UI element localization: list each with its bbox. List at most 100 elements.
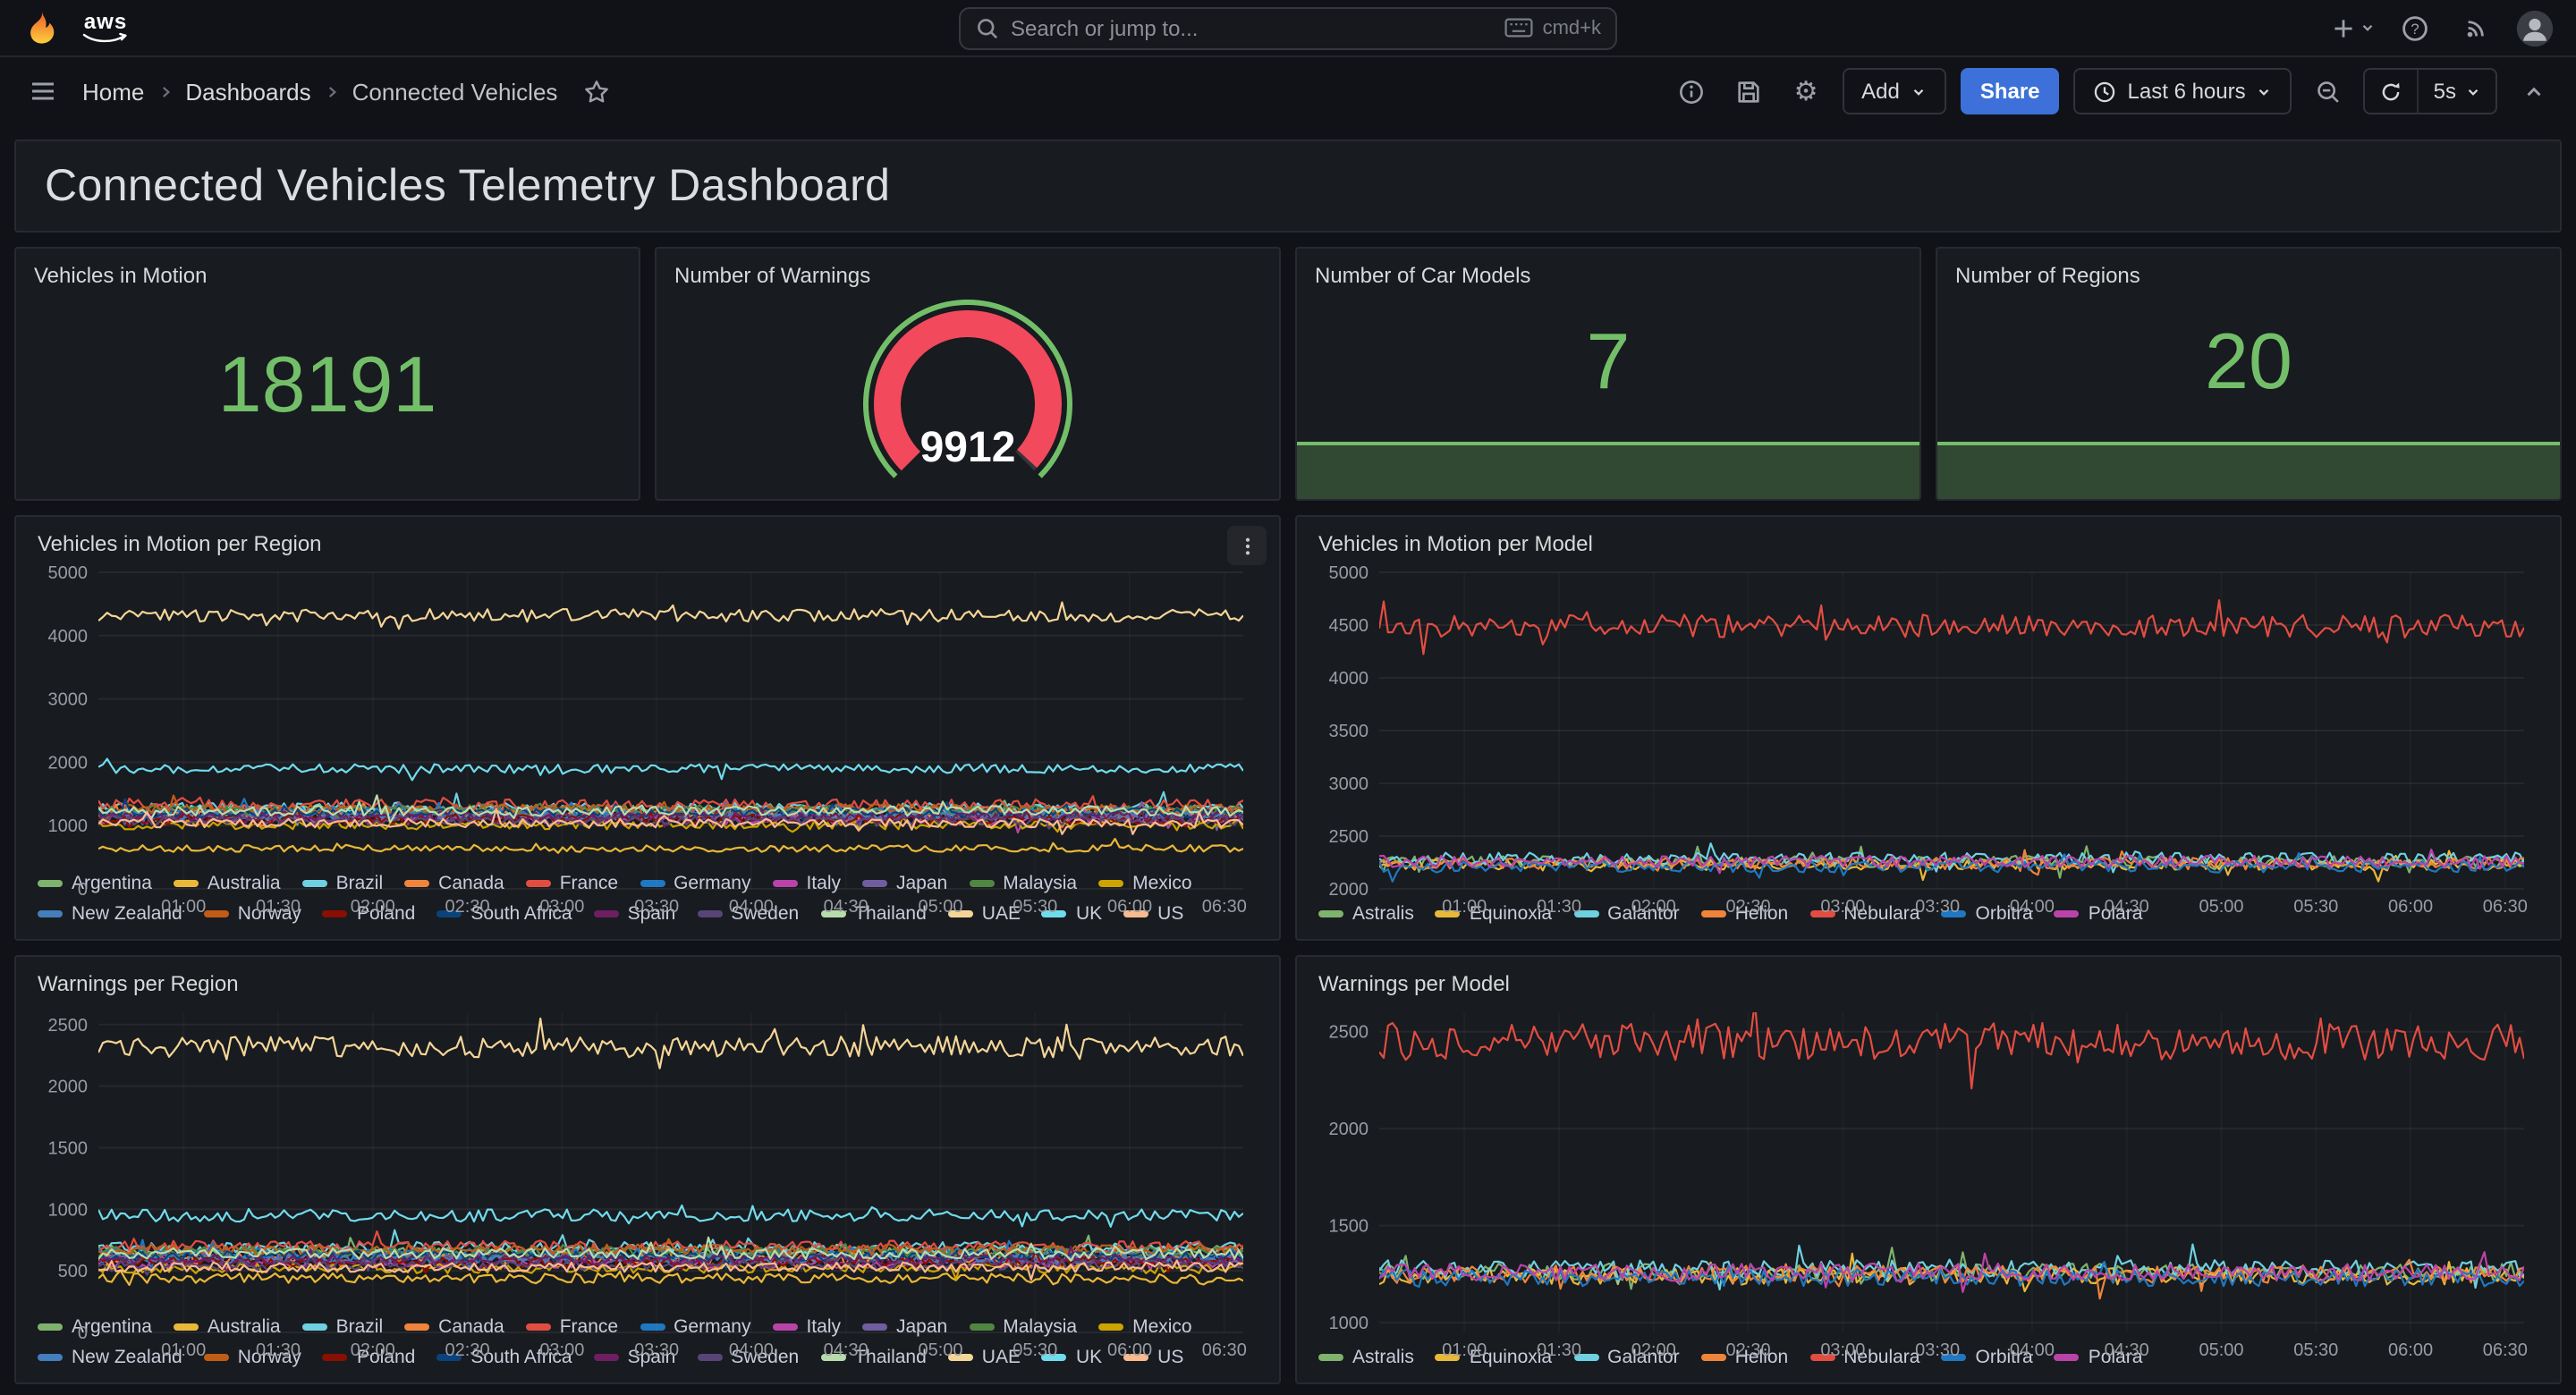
chart-body: 100015002000250001:0001:3002:0002:3003:0… bbox=[1315, 1002, 2542, 1338]
svg-text:06:30: 06:30 bbox=[1202, 1340, 1247, 1360]
refresh-controls: 5s bbox=[2364, 68, 2497, 114]
mega-menu-button[interactable] bbox=[21, 70, 64, 113]
svg-text:04:30: 04:30 bbox=[2105, 1340, 2149, 1360]
panel-title[interactable]: Number of Warnings bbox=[674, 263, 1261, 288]
top-nav: aws cmd+k bbox=[0, 0, 2576, 57]
kebab-icon bbox=[1235, 534, 1258, 557]
panel-title[interactable]: Number of Car Models bbox=[1315, 263, 1902, 288]
svg-text:?: ? bbox=[2411, 20, 2419, 37]
svg-text:2000: 2000 bbox=[1329, 1120, 1369, 1139]
svg-text:4000: 4000 bbox=[48, 627, 89, 647]
panel-title[interactable]: Number of Regions bbox=[1955, 263, 2542, 288]
aws-logo: aws bbox=[82, 11, 129, 45]
timeseries-chart-warnings-model[interactable]: 100015002000250001:0001:3002:0002:3003:0… bbox=[1315, 1002, 2542, 1365]
svg-text:01:30: 01:30 bbox=[256, 897, 301, 917]
svg-text:1000: 1000 bbox=[48, 816, 89, 836]
svg-text:02:00: 02:00 bbox=[351, 897, 395, 917]
time-range-label: Last 6 hours bbox=[2128, 79, 2246, 104]
stat-bar bbox=[1297, 442, 1919, 499]
save-dashboard-button[interactable] bbox=[1727, 70, 1770, 113]
refresh-interval-dropdown[interactable]: 5s bbox=[2418, 70, 2496, 113]
svg-text:02:30: 02:30 bbox=[1726, 897, 1771, 917]
svg-text:05:00: 05:00 bbox=[918, 897, 962, 917]
svg-text:5000: 5000 bbox=[1329, 563, 1369, 583]
collapse-toolbar-button[interactable] bbox=[2512, 70, 2555, 113]
svg-text:06:00: 06:00 bbox=[1107, 1340, 1152, 1360]
zoom-out-time-button[interactable] bbox=[2307, 70, 2350, 113]
search-icon bbox=[975, 15, 1000, 40]
panel-menu-button[interactable] bbox=[1227, 526, 1267, 565]
stat-value: 20 bbox=[2205, 324, 2292, 402]
svg-text:03:00: 03:00 bbox=[539, 1340, 584, 1360]
svg-text:02:30: 02:30 bbox=[445, 1340, 490, 1360]
timeseries-chart-motion-model[interactable]: 200025003000350040004500500001:0001:3002… bbox=[1315, 562, 2542, 921]
svg-text:04:30: 04:30 bbox=[2105, 897, 2149, 917]
svg-text:0: 0 bbox=[78, 1323, 88, 1343]
panel-number-of-regions: Number of Regions 20 bbox=[1936, 247, 2562, 501]
aws-logo-text: aws bbox=[84, 11, 127, 32]
breadcrumb-home[interactable]: Home bbox=[82, 78, 144, 105]
panel-title[interactable]: Warnings per Region bbox=[34, 968, 1261, 1002]
grafana-dashboard: aws cmd+k bbox=[0, 0, 2576, 1395]
svg-text:02:30: 02:30 bbox=[445, 897, 490, 917]
breadcrumb-dashboards[interactable]: Dashboards bbox=[185, 78, 310, 105]
chevron-right-icon bbox=[157, 83, 173, 99]
panel-number-of-car-models: Number of Car Models 7 bbox=[1295, 247, 1921, 501]
chart-body: 0500100015002000250001:0001:3002:0002:30… bbox=[34, 1002, 1261, 1307]
panel-vehicles-in-motion-per-model: Vehicles in Motion per Model 20002500300… bbox=[1295, 515, 2562, 941]
svg-text:4500: 4500 bbox=[1329, 616, 1369, 636]
svg-text:02:30: 02:30 bbox=[1726, 1340, 1771, 1360]
svg-text:04:00: 04:00 bbox=[2010, 1340, 2055, 1360]
svg-text:2500: 2500 bbox=[1329, 827, 1369, 847]
svg-text:05:30: 05:30 bbox=[1013, 1340, 1057, 1360]
panel-title[interactable]: Vehicles in Motion bbox=[34, 263, 621, 288]
toolbar-actions: ⚙ Add Share Last 6 hours bbox=[1670, 68, 2555, 114]
search-input[interactable] bbox=[1011, 15, 1495, 40]
breadcrumb-current[interactable]: Connected Vehicles bbox=[352, 78, 558, 105]
favorite-button[interactable] bbox=[575, 70, 618, 113]
svg-text:2500: 2500 bbox=[1329, 1023, 1369, 1043]
page-title: Connected Vehicles Telemetry Dashboard bbox=[45, 160, 890, 212]
refresh-button[interactable] bbox=[2366, 70, 2418, 113]
user-avatar[interactable] bbox=[2515, 8, 2555, 47]
svg-text:03:30: 03:30 bbox=[1915, 1340, 1960, 1360]
panel-title[interactable]: Vehicles in Motion per Model bbox=[1315, 528, 2542, 562]
chart-body: 01000200030004000500001:0001:3002:0002:3… bbox=[34, 562, 1261, 864]
chevron-down-icon bbox=[2360, 20, 2376, 36]
title-panel: Connected Vehicles Telemetry Dashboard bbox=[14, 140, 2562, 232]
info-circle-icon bbox=[1678, 78, 1705, 105]
gauge-value: 9912 bbox=[920, 424, 1016, 471]
svg-text:0: 0 bbox=[78, 880, 88, 900]
new-dropdown-button[interactable] bbox=[2331, 6, 2376, 49]
share-button[interactable]: Share bbox=[1961, 68, 2060, 114]
timeseries-chart-motion-region[interactable]: 01000200030004000500001:0001:3002:0002:3… bbox=[34, 562, 1261, 921]
dashboard-settings-button[interactable]: ⚙ bbox=[1784, 70, 1827, 113]
add-label: Add bbox=[1861, 79, 1900, 104]
star-icon bbox=[583, 78, 610, 105]
svg-text:04:00: 04:00 bbox=[729, 1340, 774, 1360]
svg-text:06:00: 06:00 bbox=[1107, 897, 1152, 917]
panel-title[interactable]: Vehicles in Motion per Region bbox=[34, 528, 1261, 562]
rss-icon bbox=[2462, 14, 2489, 41]
panel-title[interactable]: Warnings per Model bbox=[1315, 968, 2542, 1002]
svg-text:3500: 3500 bbox=[1329, 722, 1369, 741]
svg-text:01:00: 01:00 bbox=[161, 897, 206, 917]
svg-text:04:30: 04:30 bbox=[824, 1340, 869, 1360]
svg-text:06:30: 06:30 bbox=[2483, 897, 2528, 917]
top-nav-right: ? bbox=[2331, 6, 2555, 49]
timeseries-chart-warnings-region[interactable]: 0500100015002000250001:0001:3002:0002:30… bbox=[34, 1002, 1261, 1365]
svg-text:02:00: 02:00 bbox=[1631, 1340, 1676, 1360]
help-button[interactable]: ? bbox=[2394, 6, 2436, 49]
search-bar[interactable]: cmd+k bbox=[959, 6, 1617, 49]
chevron-down-icon bbox=[2465, 83, 2481, 99]
news-button[interactable] bbox=[2454, 6, 2497, 49]
svg-text:1000: 1000 bbox=[48, 1200, 89, 1220]
dashboard-insights-button[interactable] bbox=[1670, 70, 1713, 113]
svg-text:03:30: 03:30 bbox=[634, 1340, 679, 1360]
add-panel-button[interactable]: Add bbox=[1842, 68, 1946, 114]
svg-text:05:30: 05:30 bbox=[1013, 897, 1057, 917]
grafana-logo-icon[interactable] bbox=[21, 8, 61, 47]
time-range-picker[interactable]: Last 6 hours bbox=[2074, 68, 2292, 114]
chevron-right-icon bbox=[324, 83, 340, 99]
gauge-area: 9912 bbox=[674, 288, 1261, 485]
